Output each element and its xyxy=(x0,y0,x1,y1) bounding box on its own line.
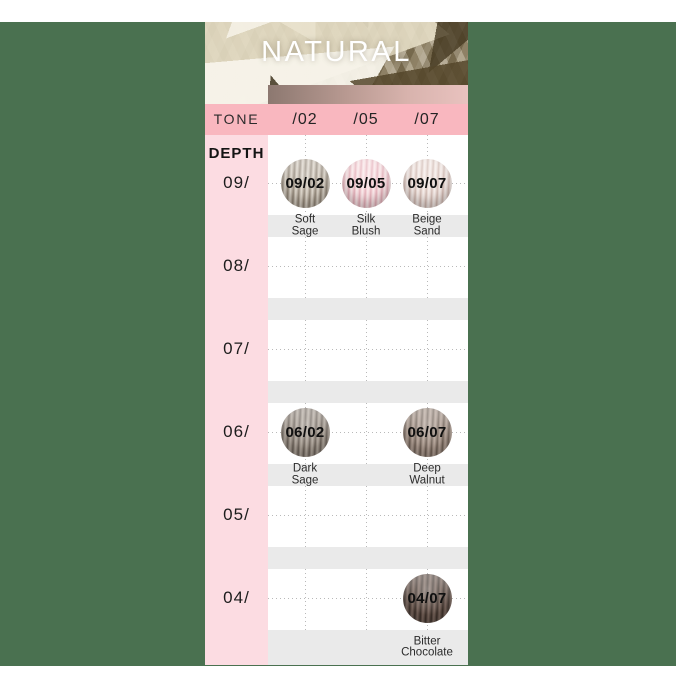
grid-vline xyxy=(366,403,367,464)
depth-label: 07/ xyxy=(223,339,250,358)
shade-name-band xyxy=(268,381,468,403)
grid-vline xyxy=(366,486,367,547)
grid-vline xyxy=(366,237,367,298)
grid-hline xyxy=(268,432,468,433)
grid-vline xyxy=(427,320,428,381)
grid-vline xyxy=(366,320,367,381)
tone-col-05: /05 xyxy=(353,111,379,128)
shade-name: Deep Walnut xyxy=(409,462,445,486)
shade-swatch: 09/07 xyxy=(402,158,452,208)
grid-vline xyxy=(366,569,367,630)
grid-vline xyxy=(305,486,306,547)
depth-label: 08/ xyxy=(223,256,250,275)
page-title: NATURAL xyxy=(261,36,412,68)
grid-content: Soft Sage Silk Blush Beige Sand Dark Sage De… xyxy=(268,135,468,665)
tone-col-07: /07 xyxy=(414,111,440,128)
shade-code: 04/07 xyxy=(407,589,447,607)
grid-vline xyxy=(427,237,428,298)
shade-chart: NATURAL TONE /02 /05 /07 DEPTH 09/08/07/… xyxy=(205,22,468,665)
shade-name-band xyxy=(268,547,468,569)
depth-label: 06/ xyxy=(223,422,250,441)
tone-row-label: TONE xyxy=(213,111,260,127)
shade-swatch: 06/07 xyxy=(402,407,452,457)
grid-hline xyxy=(268,515,468,516)
shade-code: 09/07 xyxy=(407,174,447,192)
grid-vline xyxy=(305,320,306,381)
grid-vline xyxy=(305,237,306,298)
shade-name-band: Dark Sage Deep Walnut xyxy=(268,462,468,486)
shade-name-band: Bitter Chocolate xyxy=(268,630,468,665)
shade-name-band xyxy=(268,298,468,320)
grid-row-cells xyxy=(268,320,468,381)
shade-name-band: Soft Sage Silk Blush Beige Sand xyxy=(268,213,468,237)
grid-hline xyxy=(268,598,468,599)
grid-hline xyxy=(268,349,468,350)
grid-row-cells xyxy=(268,486,468,547)
grid-vline xyxy=(427,486,428,547)
depth-label: 05/ xyxy=(223,505,250,524)
grid-vline xyxy=(305,569,306,630)
grid-hline xyxy=(268,266,468,267)
shade-name: Soft Sage xyxy=(291,213,319,237)
shade-code: 09/05 xyxy=(346,174,386,192)
shade-name: Beige Sand xyxy=(412,213,442,237)
depth-column-label: DEPTH xyxy=(208,145,265,162)
header-gradient-bar xyxy=(268,85,468,104)
depth-label: 04/ xyxy=(223,588,250,607)
depth-label: 09/ xyxy=(223,173,250,192)
tone-header-row: TONE /02 /05 /07 xyxy=(205,104,468,135)
shade-code: 06/07 xyxy=(407,423,447,441)
shade-swatch: 09/02 xyxy=(280,158,330,208)
shade-code: 06/02 xyxy=(285,423,325,441)
header-texture-image: NATURAL xyxy=(205,22,468,104)
shade-name: Dark Sage xyxy=(291,462,319,486)
depth-column: DEPTH 09/08/07/06/05/04/ xyxy=(205,135,268,665)
shade-name: Bitter Chocolate xyxy=(401,635,453,659)
shade-name: Silk Blush xyxy=(351,213,381,237)
shade-code: 09/02 xyxy=(285,174,325,192)
tone-col-02: /02 xyxy=(292,111,318,128)
shade-swatch: 09/05 xyxy=(341,158,391,208)
grid-row-cells xyxy=(268,237,468,298)
shade-swatch: 06/02 xyxy=(280,407,330,457)
shade-swatch: 04/07 xyxy=(402,573,452,623)
